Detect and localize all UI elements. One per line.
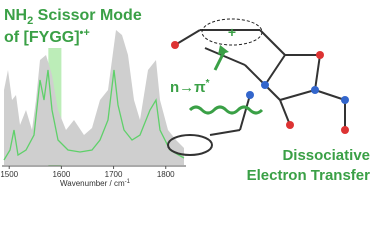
x-tick-label: 1500	[0, 170, 18, 179]
title-line1: NH2 Scissor Mode	[4, 7, 142, 27]
x-label-sup: -1	[125, 179, 131, 185]
molecule	[167, 29, 349, 156]
wave	[188, 105, 264, 115]
title-sub: 2	[27, 15, 33, 27]
caption-line: Electron Transfer	[247, 167, 371, 184]
graphical-abstract: NH2 Scissor Mode of [FYGG]•+ Wavenumber …	[0, 7, 371, 188]
spectrum-line	[3, 69, 185, 161]
title-part: of [FYGG]	[4, 29, 80, 46]
transition: n→π*	[170, 78, 210, 96]
x-tick-label: 1700	[105, 170, 123, 179]
x-label-part: Wavenumber / cm	[60, 179, 125, 188]
spectrum-area	[4, 30, 184, 165]
title-line2: of [FYGG]•+	[4, 27, 90, 46]
arrow-head	[218, 45, 229, 55]
x-label: Wavenumber / cm-1	[60, 179, 131, 188]
x-tick-label: 1800	[157, 170, 175, 179]
title-part: Scissor Mode	[33, 7, 142, 24]
transition-part: n→π	[170, 79, 206, 96]
transition-sup: *	[206, 78, 210, 89]
title-part: NH	[4, 7, 27, 24]
title-sup: •+	[80, 27, 90, 39]
ring-charge: +	[228, 24, 236, 40]
ring-orbital	[201, 18, 263, 46]
caption-line: Dissociative	[282, 147, 370, 164]
x-tick-label: 1600	[52, 170, 70, 179]
spectrum	[2, 30, 186, 167]
